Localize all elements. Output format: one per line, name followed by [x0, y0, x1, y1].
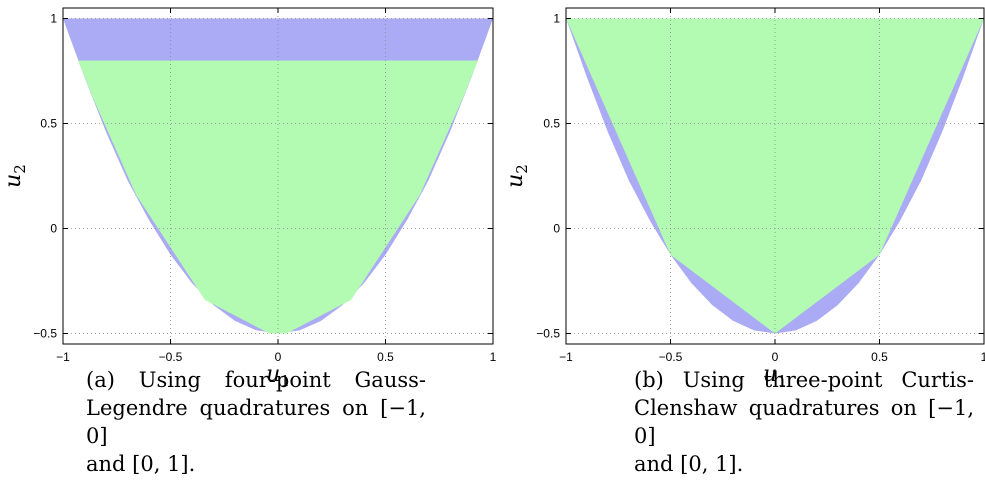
chart-a-ytick-label-3: 1	[50, 12, 57, 26]
chart-b-ylabel: u2	[503, 164, 531, 188]
chart-a-ytick-label-0: −0.5	[33, 327, 57, 341]
caption-a-line-1: (a) Using four-point Gauss-	[86, 368, 426, 392]
chart-b: −1 −0.5 0 0.5 1 −0.5 0 0.5 1 u1 u2	[503, 7, 985, 390]
chart-a-xtick-label-2: 0	[275, 350, 282, 364]
chart-b-ytick-label-3: 1	[553, 12, 560, 26]
caption-b-line-2: Clenshaw quadratures on [−1, 0]	[634, 396, 974, 448]
caption-b-line-1: (b) Using three-point Curtis-	[634, 368, 974, 392]
caption-a-line-2: Legendre quadratures on [−1, 0]	[86, 396, 426, 448]
chart-b-ytick-label-2: 0.5	[543, 117, 560, 131]
caption-b-line-3: and [0, 1].	[634, 452, 744, 476]
chart-a-xtick-label-0: −1	[56, 350, 70, 364]
caption-a: (a) Using four-point Gauss- Legendre qua…	[86, 366, 426, 478]
chart-b-xtick-label-1: −0.5	[659, 350, 683, 364]
chart-a-xlabel: u1	[266, 362, 290, 390]
chart-a-xtick-label-1: −0.5	[159, 350, 183, 364]
chart-b-xtick-label-2: 0	[772, 350, 779, 364]
chart-a-xtick-label-3: 0.5	[377, 350, 394, 364]
chart-b-xtick-label-0: −1	[559, 350, 573, 364]
chart-a: −1 −0.5 0 0.5 1 −0.5 0 0.5 1 u1 u2	[1, 7, 497, 390]
chart-b-xtick-label-3: 0.5	[871, 350, 888, 364]
chart-b-xtick-label-4: 1	[981, 350, 985, 364]
chart-a-ytick-label-1: 0	[50, 222, 57, 236]
chart-b-ytick-label-1: 0	[553, 222, 560, 236]
chart-a-xtick-label-4: 1	[490, 350, 497, 364]
chart-a-ylabel: u2	[1, 164, 29, 188]
chart-b-xlabel: u1	[763, 362, 787, 390]
chart-a-ytick-label-2: 0.5	[40, 117, 57, 131]
caption-a-line-3: and [0, 1].	[86, 452, 196, 476]
caption-b: (b) Using three-point Curtis- Clenshaw q…	[634, 366, 974, 478]
chart-b-ytick-label-0: −0.5	[536, 327, 560, 341]
